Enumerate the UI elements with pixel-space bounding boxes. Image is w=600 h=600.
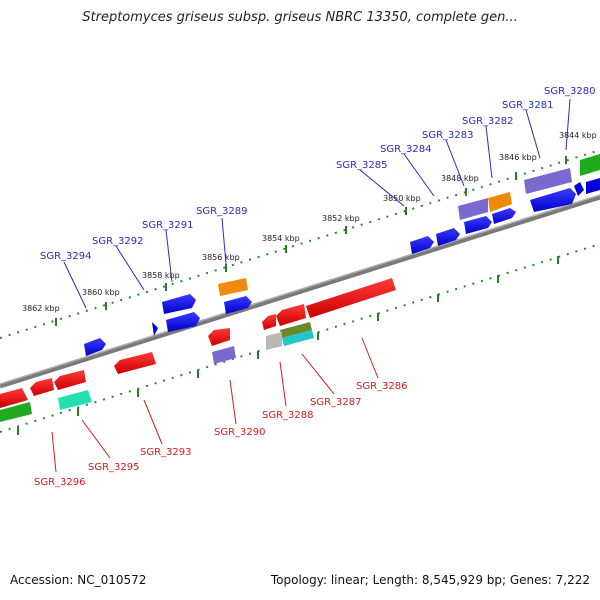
ruler-label-3860: 3860 kbp xyxy=(82,288,120,297)
gene-feature[interactable] xyxy=(208,328,230,346)
gene-feature[interactable] xyxy=(458,198,488,220)
gene-label-sgr-3282[interactable]: SGR_3282 xyxy=(462,116,514,127)
ruler-label-3852: 3852 kbp xyxy=(322,214,360,223)
gene-feature[interactable] xyxy=(530,188,576,212)
gene-feature[interactable] xyxy=(488,192,512,212)
gene-feature[interactable] xyxy=(524,168,572,194)
ruler-label-3854: 3854 kbp xyxy=(262,234,300,243)
gene-feature[interactable] xyxy=(162,294,196,314)
lower-tick-track xyxy=(0,243,600,433)
gene-label-sgr-3283[interactable]: SGR_3283 xyxy=(422,130,474,141)
forward-gene-labels: SGR_3280 SGR_3281 SGR_3282 SGR_3283 SGR_… xyxy=(40,86,596,262)
gene-label-sgr-3285[interactable]: SGR_3285 xyxy=(336,160,388,171)
gene-feature[interactable] xyxy=(0,388,28,408)
gene-feature[interactable] xyxy=(114,352,156,374)
ruler-label-3848: 3848 kbp xyxy=(441,174,479,183)
gene-label-sgr-3289[interactable]: SGR_3289 xyxy=(196,206,248,217)
gene-feature[interactable] xyxy=(58,390,92,410)
gene-feature[interactable] xyxy=(306,278,396,318)
gene-feature[interactable] xyxy=(266,332,282,350)
gene-feature[interactable] xyxy=(54,370,86,390)
lower-major-ticks xyxy=(17,256,559,435)
genome-summary-text: Topology: linear; Length: 8,545,929 bp; … xyxy=(270,573,590,587)
gene-feature[interactable] xyxy=(262,314,276,330)
gene-label-sgr-3296[interactable]: SGR_3296 xyxy=(34,477,86,488)
gene-feature[interactable] xyxy=(282,330,314,346)
reverse-gene-labels: SGR_3286 SGR_3287 SGR_3288 SGR_3290 SGR_… xyxy=(34,381,408,488)
gene-feature[interactable] xyxy=(586,178,600,194)
gene-label-sgr-3286[interactable]: SGR_3286 xyxy=(356,381,408,392)
ruler-major-ticks xyxy=(55,156,567,326)
gene-label-sgr-3292[interactable]: SGR_3292 xyxy=(92,236,144,247)
forward-label-leaders xyxy=(63,98,571,309)
genome-backbone xyxy=(0,194,600,389)
gene-feature[interactable] xyxy=(212,346,236,364)
gene-feature[interactable] xyxy=(84,338,106,356)
ruler-label-3846: 3846 kbp xyxy=(499,153,537,162)
gene-label-sgr-3284[interactable]: SGR_3284 xyxy=(380,144,432,155)
gene-feature[interactable] xyxy=(410,236,434,254)
gene-feature[interactable] xyxy=(218,278,248,296)
gene-feature[interactable] xyxy=(0,402,32,422)
accession-text: Accession: NC_010572 xyxy=(10,573,147,587)
gene-label-sgr-3287[interactable]: SGR_3287 xyxy=(310,397,362,408)
gene-label-sgr-3293[interactable]: SGR_3293 xyxy=(140,447,192,458)
gene-feature[interactable] xyxy=(280,322,312,338)
ruler-label-3862: 3862 kbp xyxy=(22,304,60,313)
gene-label-sgr-3295[interactable]: SGR_3295 xyxy=(88,462,140,473)
gene-label-sgr-3294[interactable]: SGR_3294 xyxy=(40,251,92,262)
gene-label-sgr-3291[interactable]: SGR_3291 xyxy=(142,220,194,231)
ruler-label-3858: 3858 kbp xyxy=(142,271,180,280)
gene-label-sgr-3281[interactable]: SGR_3281 xyxy=(502,100,554,111)
gene-feature[interactable] xyxy=(276,304,306,326)
reverse-label-leaders xyxy=(51,337,379,473)
forward-gene-features xyxy=(84,154,600,356)
gene-feature[interactable] xyxy=(224,296,252,314)
gene-feature[interactable] xyxy=(492,208,516,224)
ruler-label-3856: 3856 kbp xyxy=(202,253,240,262)
ruler-label-3844: 3844 kbp xyxy=(559,131,597,140)
gene-feature[interactable] xyxy=(30,378,54,396)
map-title: Streptomyces griseus subsp. griseus NBRC… xyxy=(82,10,518,25)
genome-backbone-highlight xyxy=(0,194,600,385)
gene-label-sgr-3288[interactable]: SGR_3288 xyxy=(262,410,314,421)
gene-feature[interactable] xyxy=(166,312,200,332)
gene-feature[interactable] xyxy=(152,322,158,336)
reverse-gene-features xyxy=(0,278,396,422)
upper-tick-track xyxy=(0,149,600,339)
gene-label-sgr-3290[interactable]: SGR_3290 xyxy=(214,427,266,438)
gene-feature[interactable] xyxy=(436,228,460,246)
gene-feature[interactable] xyxy=(574,182,584,196)
gene-feature[interactable] xyxy=(580,154,600,176)
ruler-label-3850: 3850 kbp xyxy=(383,194,421,203)
gene-label-sgr-3280[interactable]: SGR_3280 xyxy=(544,86,596,97)
gene-feature[interactable] xyxy=(464,216,492,234)
